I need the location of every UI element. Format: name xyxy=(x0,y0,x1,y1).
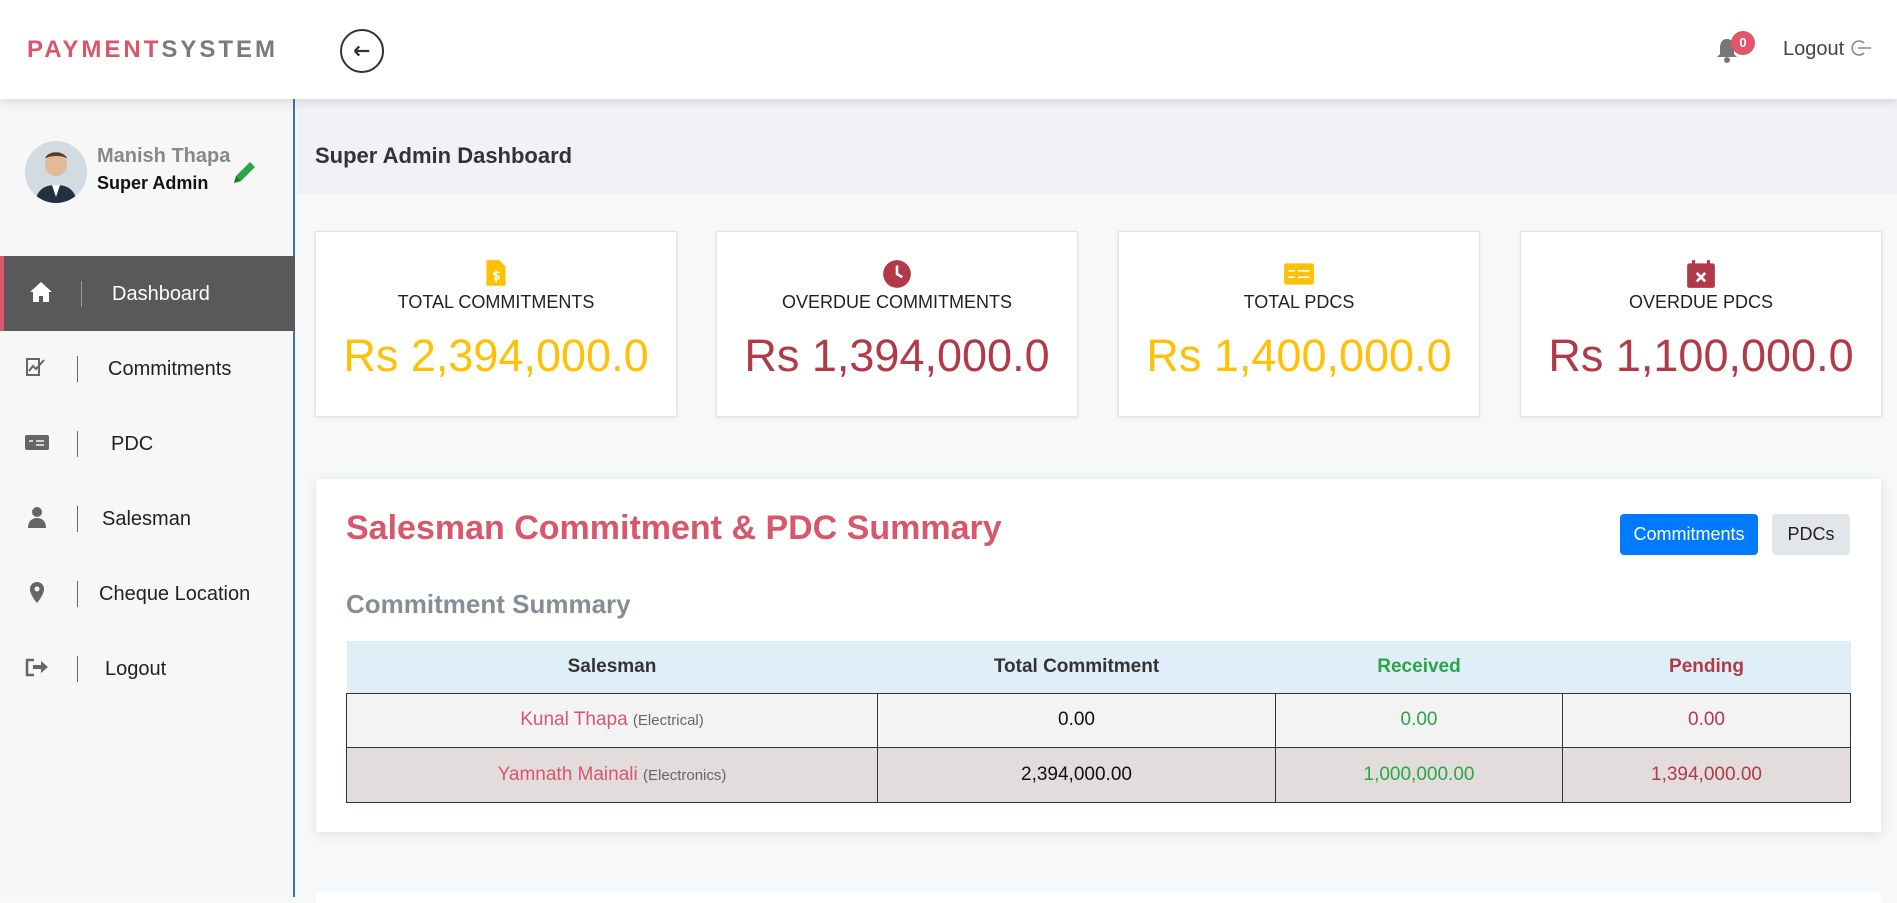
logout-link[interactable]: Logout xyxy=(1783,38,1872,61)
received-cell: 1,000,000.00 xyxy=(1275,747,1563,803)
card-value: Rs 1,400,000.0 xyxy=(1146,330,1452,381)
stat-card: TOTAL PDCS Rs 1,400,000.0 xyxy=(1118,231,1480,417)
nav-label: Commitments xyxy=(108,358,232,380)
stat-card: OVERDUE COMMITMENTS Rs 1,394,000.0 xyxy=(716,231,1078,417)
nav-label: PDC xyxy=(111,433,154,455)
nav-item[interactable]: Cheque Location xyxy=(0,556,295,631)
pending-cell: 0.00 xyxy=(1562,692,1851,748)
column-header: Pending xyxy=(1562,641,1851,693)
nav-item[interactable]: Salesman xyxy=(0,481,295,556)
salesman-department: (Electrical) xyxy=(632,712,704,730)
notification-badge: 0 xyxy=(1731,31,1755,55)
pending-cell: 1,394,000.00 xyxy=(1562,747,1851,803)
table-body: Kunal Thapa (Electrical) 0.00 0.00 0.00 Yamn… xyxy=(346,692,1851,803)
nav-label: Salesman xyxy=(102,508,191,530)
card-value: Rs 1,394,000.0 xyxy=(744,330,1050,381)
back-button[interactable] xyxy=(340,29,384,73)
card-value: Rs 1,100,000.0 xyxy=(1548,330,1854,381)
sidebar: Manish Thapa Super Admin Dashboard Commit… xyxy=(0,99,295,897)
commitments-button[interactable]: Commitments xyxy=(1620,514,1758,555)
salesman-name[interactable]: Kunal Thapa xyxy=(520,709,628,731)
card-label: OVERDUE PDCS xyxy=(1628,292,1774,312)
nav-icon xyxy=(25,435,49,450)
avatar xyxy=(25,141,87,203)
summary-subtitle: Commitment Summary xyxy=(346,589,631,619)
salesman-name[interactable]: Yamnath Mainali xyxy=(497,763,638,785)
table-header: Salesman Total Commitment Received Pendi… xyxy=(346,641,1851,693)
summary-title: Salesman Commitment & PDC Summary xyxy=(346,509,1002,547)
stat-card: TOTAL COMMITMENTS Rs 2,394,000.0 xyxy=(315,231,677,417)
total-cell: 2,394,000.00 xyxy=(877,747,1276,803)
nav-separator xyxy=(77,506,78,532)
commitment-table: Salesman Total Commitment Received Pendi… xyxy=(346,641,1851,803)
nav-label: Cheque Location xyxy=(99,583,251,605)
nav-icon xyxy=(30,282,52,302)
nav-separator xyxy=(77,431,78,457)
nav-label: Logout xyxy=(105,658,167,680)
nav-icon xyxy=(25,658,48,677)
nav-item[interactable]: Commitments xyxy=(0,331,295,406)
card-icon xyxy=(1687,260,1715,288)
table-row: Yamnath Mainali (Electronics) 2,394,000.0… xyxy=(346,747,1851,803)
nav-item[interactable]: Dashboard xyxy=(0,256,295,331)
nav-icon xyxy=(30,582,44,603)
logo[interactable]: PAYMENTSYSTEM xyxy=(27,36,278,64)
logout-text: Logout xyxy=(1783,38,1845,60)
top-bar: PAYMENTSYSTEM 0 Logout xyxy=(0,0,1897,99)
edit-icon[interactable] xyxy=(230,159,258,187)
user-name: Manish Thapa xyxy=(97,145,231,167)
nav-item[interactable]: Logout xyxy=(0,631,295,706)
logo-primary: PAYMENT xyxy=(27,36,162,63)
logo-secondary: SYSTEM xyxy=(161,36,279,63)
nav-separator xyxy=(81,281,82,307)
card-label: OVERDUE COMMITMENTS xyxy=(781,292,1012,312)
card-label: TOTAL PDCS xyxy=(1243,292,1355,312)
pdcs-button[interactable]: PDCs xyxy=(1772,514,1850,555)
card-value: Rs 2,394,000.0 xyxy=(343,330,649,381)
nav-separator xyxy=(77,581,78,607)
card-icon xyxy=(883,260,911,288)
column-header: Received xyxy=(1275,641,1563,693)
stat-card: OVERDUE PDCS Rs 1,100,000.0 xyxy=(1520,231,1882,417)
user-role: Super Admin xyxy=(97,173,209,193)
nav-icon xyxy=(26,358,45,376)
table-row: Kunal Thapa (Electrical) 0.00 0.00 0.00 xyxy=(346,692,1851,748)
page-title: Super Admin Dashboard xyxy=(315,143,573,168)
card-icon xyxy=(1284,263,1314,285)
title-band xyxy=(297,99,1897,194)
card-label: TOTAL COMMITMENTS xyxy=(397,292,595,312)
salesman-cell: Kunal Thapa (Electrical) xyxy=(346,692,878,748)
column-header: Salesman xyxy=(346,641,878,693)
logout-icon xyxy=(1851,40,1871,56)
nav-separator xyxy=(77,656,78,682)
summary-panel: Salesman Commitment & PDC Summary Commit… xyxy=(316,479,1881,832)
nav-separator xyxy=(77,356,78,382)
salesman-cell: Yamnath Mainali (Electronics) xyxy=(346,747,878,803)
next-panel xyxy=(316,893,1881,903)
column-header: Total Commitment xyxy=(877,641,1276,693)
nav-icon xyxy=(28,507,46,528)
nav-item[interactable]: PDC xyxy=(0,406,295,481)
card-icon xyxy=(486,260,506,286)
received-cell: 0.00 xyxy=(1275,692,1563,748)
total-cell: 0.00 xyxy=(877,692,1276,748)
nav-label: Dashboard xyxy=(112,283,210,305)
salesman-department: (Electronics) xyxy=(643,766,727,784)
